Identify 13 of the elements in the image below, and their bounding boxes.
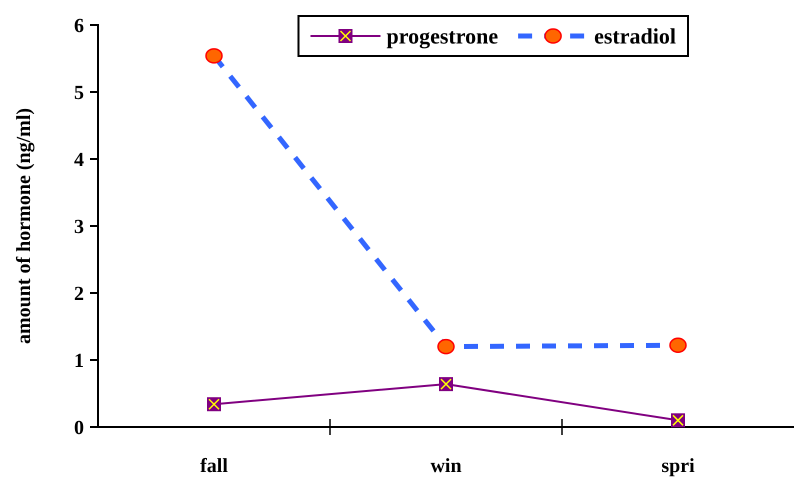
- y-tick-label: 5: [74, 82, 84, 104]
- x-tick-label: spri: [661, 455, 696, 477]
- legend-label: estradiol: [594, 24, 676, 49]
- y-tick-label: 1: [74, 350, 84, 372]
- y-tick-label: 3: [74, 216, 84, 238]
- y-axis-title: amount of hormone (ng/ml): [13, 108, 35, 344]
- x-tick-label: fall: [200, 455, 228, 477]
- y-tick-label: 0: [74, 417, 84, 439]
- x-tick-label: win: [430, 455, 462, 477]
- y-tick-label: 6: [74, 15, 84, 37]
- y-tick-label: 2: [74, 283, 84, 305]
- legend-label: progestrone: [386, 24, 498, 49]
- y-tick-label: 4: [74, 149, 84, 171]
